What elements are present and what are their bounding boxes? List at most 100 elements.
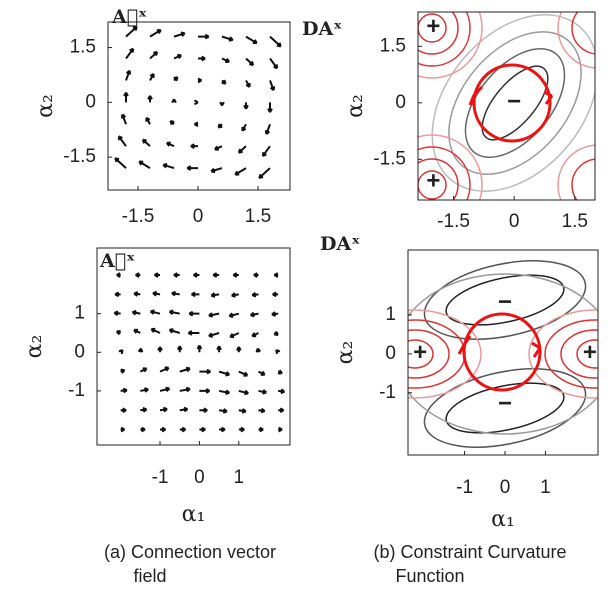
caption: Function (395, 566, 464, 586)
vector-arrow (238, 426, 245, 433)
x-tick-label: 0 (500, 477, 511, 498)
vector-arrow (197, 77, 203, 84)
y-tick-label: 1.5 (380, 35, 406, 56)
vector-arrow (190, 143, 198, 149)
vector-arrow (278, 388, 286, 395)
vector-arrow (138, 160, 151, 169)
vector-arrow (231, 292, 239, 298)
vector-arrow (221, 35, 234, 42)
vector-arrow (277, 369, 283, 375)
y-tick-label: -1 (68, 380, 85, 401)
vector-arrow (264, 123, 271, 135)
vector-arrow (125, 25, 138, 38)
vector-arrow (168, 309, 180, 316)
extremum-marker: + (413, 339, 427, 366)
vector-arrow (272, 291, 279, 298)
vector-arrow (273, 272, 279, 278)
vector-arrow (133, 328, 141, 334)
x-tick-label: -1 (456, 477, 473, 498)
panel-title: DAˣ (302, 18, 342, 40)
vector-arrow (147, 95, 153, 103)
vector-arrow (199, 388, 211, 394)
vector-arrow (243, 102, 249, 110)
plot-frame (417, 11, 596, 201)
y-axis-label: α₂ (343, 94, 368, 118)
vector-arrow (133, 291, 141, 297)
vector-arrow (150, 327, 161, 334)
vector-arrow (253, 272, 259, 278)
vector-arrow (120, 387, 128, 394)
y-axis-label: α₂ (33, 94, 58, 118)
vector-arrow (176, 345, 183, 353)
vector-arrow (210, 292, 220, 298)
x-tick-label: 1.5 (245, 206, 271, 227)
vector-arrow (140, 426, 146, 433)
x-tick-label: 1 (234, 467, 245, 488)
vector-arrow (219, 426, 226, 433)
vector-arrow (165, 141, 175, 148)
x-tick-label: 1 (540, 477, 551, 498)
red-loop (457, 63, 554, 392)
y-tick-label: 0 (74, 341, 85, 362)
vector-arrow (245, 79, 251, 88)
vector-arrow (191, 291, 200, 298)
vector-arrow (258, 407, 266, 414)
plot-frame (96, 247, 291, 446)
vector-arrow (199, 407, 208, 414)
vector-arrow (186, 165, 198, 171)
vector-arrow (228, 312, 240, 318)
vector-arrow (140, 407, 148, 413)
x-tick-label: 1.5 (562, 211, 588, 232)
vector-arrow (269, 35, 282, 48)
vector-arrow (193, 272, 200, 278)
y-tick-label: 1.5 (70, 37, 96, 58)
vector-arrow (115, 329, 121, 336)
x-tick-label: 0 (194, 467, 205, 488)
y-tick-label: 0 (395, 92, 406, 113)
vector-arrow (149, 309, 161, 315)
vector-arrow (218, 370, 231, 377)
extremum-marker: + (583, 339, 597, 366)
vector-arrow (120, 113, 127, 125)
vector-arrow (245, 57, 255, 67)
vector-arrow (218, 408, 228, 414)
vector-arrow (187, 330, 200, 336)
extremum-marker: − (498, 390, 512, 417)
extremum-marker: + (426, 13, 440, 40)
vector-arrow (123, 92, 129, 103)
vector-arrow (149, 50, 159, 60)
vector-arrow (173, 53, 183, 60)
vector-arrow (232, 272, 239, 278)
vector-arrow (212, 272, 220, 278)
vector-arrow (152, 290, 161, 297)
vector-arrow (168, 328, 181, 334)
vector-arrow (258, 426, 264, 433)
vector-arrow (273, 330, 279, 337)
vector-arrow (278, 426, 283, 433)
vector-arrow (169, 120, 175, 126)
vector-arrow (278, 407, 285, 414)
vector-arrow (218, 389, 230, 396)
vector-arrow (120, 407, 127, 414)
vector-arrow (199, 368, 211, 375)
vector-arrow (117, 135, 127, 147)
x-tick-label: -1.5 (122, 206, 155, 227)
vector-arrow (116, 272, 121, 278)
vector-arrow (208, 312, 220, 318)
vector-arrow (210, 167, 223, 174)
x-tick-label: -1.5 (437, 211, 470, 232)
caption: (a) Connection vector (104, 542, 276, 562)
vector-arrow (221, 79, 227, 85)
vector-arrow (131, 309, 141, 316)
vector-arrow (139, 367, 148, 373)
vector-arrow (196, 344, 203, 353)
vector-arrow (234, 167, 247, 176)
vector-arrow (159, 406, 168, 413)
vector-arrow (135, 272, 141, 278)
vector-arrow (198, 33, 210, 40)
y-tick-label: 1 (74, 303, 85, 324)
vector-arrow (114, 157, 127, 169)
extremum-marker: + (426, 167, 440, 194)
vector-arrow (269, 80, 276, 92)
vector-arrow (255, 347, 262, 353)
